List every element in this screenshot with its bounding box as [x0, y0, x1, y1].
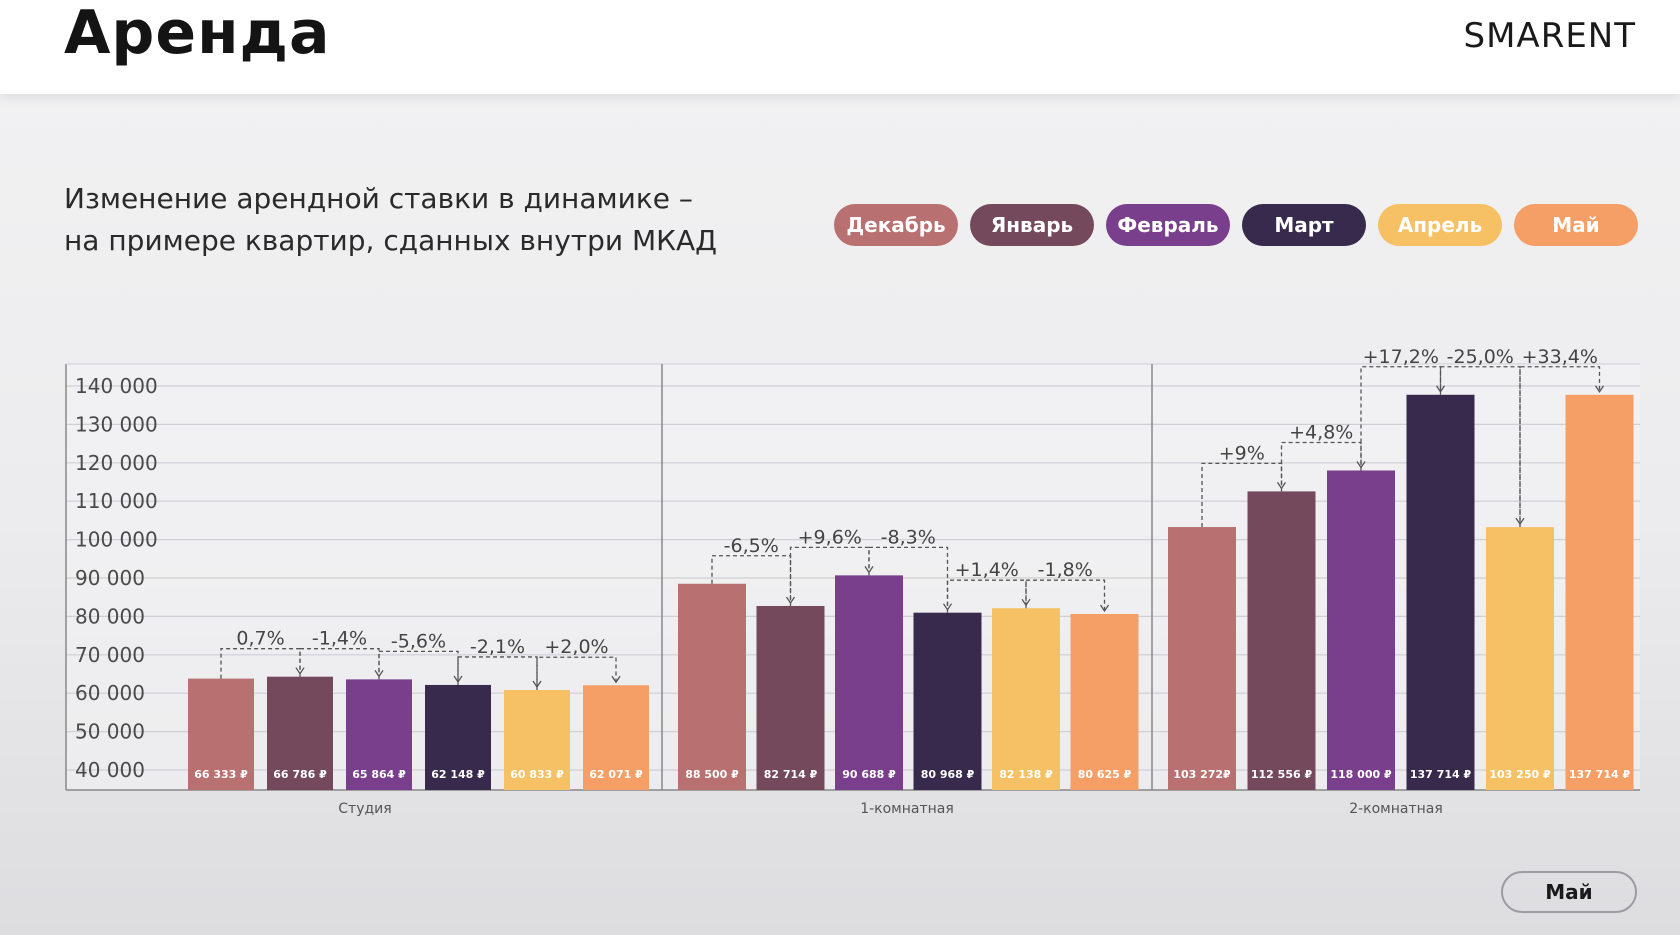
bar-value-label: 65 864 ₽ [352, 768, 406, 781]
legend-january[interactable]: Январь [970, 204, 1094, 246]
change-connector [1360, 366, 1442, 471]
y-tick-label: 100 000 [75, 528, 158, 552]
bar-1-2 [835, 575, 903, 790]
header-bar: Аренда SMARENT [0, 0, 1680, 94]
legend-april[interactable]: Апрель [1378, 204, 1502, 246]
bar-value-label: 82 714 ₽ [764, 768, 818, 781]
bar-0-1 [267, 676, 333, 790]
legend-march[interactable]: Март [1242, 204, 1366, 246]
bar-0-4 [504, 690, 570, 790]
change-connector [378, 650, 459, 681]
brand-logo: SMARENT [1463, 16, 1636, 56]
bar-value-label: 112 556 ₽ [1251, 768, 1313, 781]
y-tick-label: 90 000 [75, 566, 145, 590]
bar-value-label: 137 714 ₽ [1569, 768, 1631, 781]
bar-value-label: 103 272₽ [1173, 768, 1231, 781]
change-connector [1519, 366, 1601, 528]
bar-value-label: 66 333 ₽ [194, 768, 248, 781]
group-label: Студия [338, 801, 391, 817]
bar-value-label: 90 688 ₽ [842, 768, 896, 781]
y-tick-label: 70 000 [75, 643, 145, 667]
bar-2-0 [1168, 527, 1236, 790]
change-label: -25,0% [1447, 346, 1514, 368]
legend-may[interactable]: Май [1514, 204, 1638, 246]
change-label: 0,7% [236, 628, 284, 650]
bar-0-3 [425, 684, 491, 790]
bar-value-label: 62 148 ₽ [431, 768, 485, 781]
legend-december[interactable]: Декабрь [834, 204, 958, 246]
change-connector [868, 546, 949, 609]
page-title: Аренда [64, 0, 331, 68]
y-tick-label: 60 000 [75, 681, 145, 705]
change-label: +1,4% [955, 559, 1019, 581]
y-tick-label: 130 000 [75, 412, 158, 436]
change-arrow [1594, 385, 1605, 393]
change-arrow [1099, 604, 1110, 613]
bar-value-label: 103 250 ₽ [1489, 768, 1551, 781]
bar-value-label: 62 071 ₽ [589, 768, 643, 781]
bar-1-5 [1070, 614, 1139, 790]
y-tick-label: 140 000 [75, 374, 158, 398]
group-label: 1-комнатная [860, 801, 954, 817]
bar-value-label: 88 500 ₽ [685, 768, 739, 781]
bar-2-4 [1486, 527, 1554, 790]
bar-value-label: 66 786 ₽ [273, 768, 327, 781]
y-tick-label: 110 000 [75, 489, 158, 513]
bar-2-1 [1247, 491, 1316, 790]
change-label: -6,5% [724, 535, 779, 557]
change-connector [1025, 579, 1106, 610]
y-tick-label: 80 000 [75, 604, 145, 628]
subtitle-line-1: Изменение арендной ставки в динамике – [64, 182, 693, 215]
bar-1-3 [913, 612, 982, 790]
change-arrow [611, 675, 621, 684]
bar-value-label: 82 138 ₽ [999, 768, 1053, 781]
bar-1-4 [992, 608, 1060, 790]
change-label: +9,6% [798, 526, 862, 548]
change-label: -1,8% [1038, 559, 1093, 581]
change-label: -2,1% [470, 636, 525, 658]
bar-1-0 [678, 583, 746, 790]
change-connector [711, 555, 792, 602]
month-selector-button[interactable]: Май [1501, 871, 1637, 913]
bar-2-2 [1327, 470, 1395, 790]
change-label: +4,8% [1289, 421, 1353, 443]
y-tick-label: 40 000 [75, 758, 145, 782]
bar-0-2 [346, 679, 412, 790]
change-label: -8,3% [881, 526, 936, 548]
change-connector [457, 656, 538, 687]
change-label: +17,2% [1363, 346, 1439, 368]
legend-february[interactable]: Февраль [1106, 204, 1230, 246]
bar-2-5 [1565, 394, 1634, 790]
change-label: -1,4% [312, 628, 367, 650]
bar-value-label: 80 968 ₽ [921, 768, 975, 781]
month-legend: Декабрь Январь Февраль Март Апрель Май [834, 204, 1638, 246]
group-label: 2-комнатная [1349, 801, 1443, 817]
change-label: -5,6% [391, 630, 446, 652]
change-label: +33,4% [1522, 346, 1598, 368]
bar-value-label: 60 833 ₽ [510, 768, 564, 781]
change-label: +9% [1219, 442, 1265, 464]
bar-0-5 [583, 685, 649, 790]
bar-2-3 [1406, 394, 1475, 790]
bar-value-label: 118 000 ₽ [1330, 768, 1392, 781]
y-tick-label: 120 000 [75, 451, 158, 475]
change-connector [1439, 366, 1521, 524]
change-label: +2,0% [544, 636, 608, 658]
change-connector [536, 656, 617, 691]
chart-subtitle: Изменение арендной ставки в динамике – н… [64, 178, 764, 262]
bar-value-label: 137 714 ₽ [1410, 768, 1472, 781]
y-tick-label: 50 000 [75, 720, 145, 744]
bar-0-0 [188, 678, 254, 790]
subtitle-line-2: на примере квартир, сданных внутри МКАД [64, 224, 718, 257]
bar-1-1 [756, 605, 825, 790]
bar-value-label: 80 625 ₽ [1078, 768, 1132, 781]
